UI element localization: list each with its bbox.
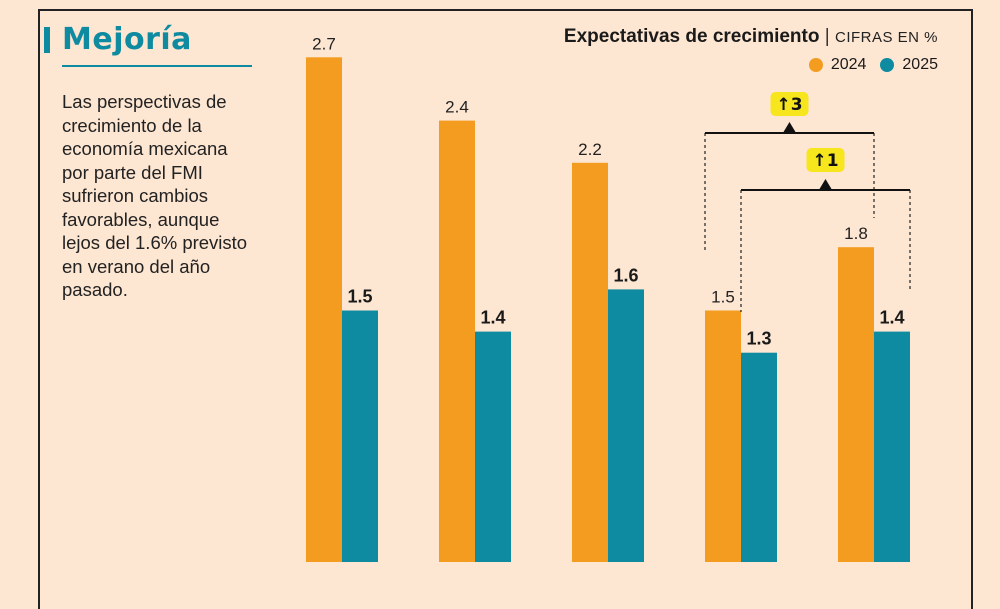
bar-2024-1 bbox=[306, 57, 342, 562]
bar-2024-2 bbox=[439, 120, 475, 562]
bar-2025-5 bbox=[874, 331, 910, 562]
bar-2025-1 bbox=[342, 310, 378, 562]
change-badge-1 bbox=[770, 92, 809, 116]
change-badge-label-1: ↑3 bbox=[776, 95, 802, 115]
bar-2024-3 bbox=[572, 162, 608, 562]
bracket-arrow-2 bbox=[819, 179, 832, 189]
value-label-2024-1: 2.7 bbox=[312, 34, 336, 53]
page-title: Mejoría bbox=[62, 22, 192, 57]
bar-2025-3 bbox=[608, 289, 644, 562]
legend-swatch-2025 bbox=[880, 58, 895, 72]
chart-title-text: Expectativas de crecimiento bbox=[563, 26, 820, 47]
title-separator: | bbox=[824, 26, 830, 47]
legend-item-2024: 2024 bbox=[808, 56, 867, 74]
value-label-2024-3: 2.2 bbox=[578, 140, 602, 159]
value-label-2024-4: 1.5 bbox=[711, 288, 735, 307]
bar-2024-4 bbox=[705, 310, 741, 562]
value-label-2025-3: 1.6 bbox=[613, 265, 638, 285]
bar-chart: 2.7 1.5 2.4 1.4 2.2 1.6 1.5 1.3 1.8 1.4 ↑3 ↑1 bbox=[306, 34, 911, 562]
legend-label-2025: 2025 bbox=[902, 56, 938, 73]
bar-2025-4 bbox=[741, 352, 777, 562]
change-badge-label-2: ↑1 bbox=[812, 151, 838, 171]
value-label-2025-1: 1.5 bbox=[347, 287, 372, 307]
value-label-2024-2: 2.4 bbox=[445, 98, 469, 117]
description-text: Las perspectivas de crecimiento de la ec… bbox=[62, 91, 248, 300]
legend-swatch-2024 bbox=[808, 58, 823, 72]
title-accent-bar bbox=[44, 27, 50, 53]
bar-2025-2 bbox=[475, 331, 511, 562]
value-label-2025-5: 1.4 bbox=[879, 308, 904, 328]
value-label-2024-5: 1.8 bbox=[844, 224, 868, 243]
bar-2024-5 bbox=[838, 247, 874, 562]
chart-frame bbox=[38, 9, 973, 609]
legend-label-2024: 2024 bbox=[830, 56, 867, 73]
chart-title: Expectativas de crecimiento | CIFRAS EN … bbox=[564, 26, 938, 48]
value-label-2025-2: 1.4 bbox=[480, 308, 505, 328]
change-badge-2 bbox=[806, 148, 845, 172]
title-underline bbox=[62, 65, 252, 67]
legend: 2024 2025 bbox=[808, 56, 938, 74]
units-label: CIFRAS EN % bbox=[834, 29, 938, 46]
legend-item-2025: 2025 bbox=[880, 56, 938, 74]
value-label-2025-4: 1.3 bbox=[746, 329, 771, 349]
bracket-arrow-1 bbox=[783, 122, 796, 132]
